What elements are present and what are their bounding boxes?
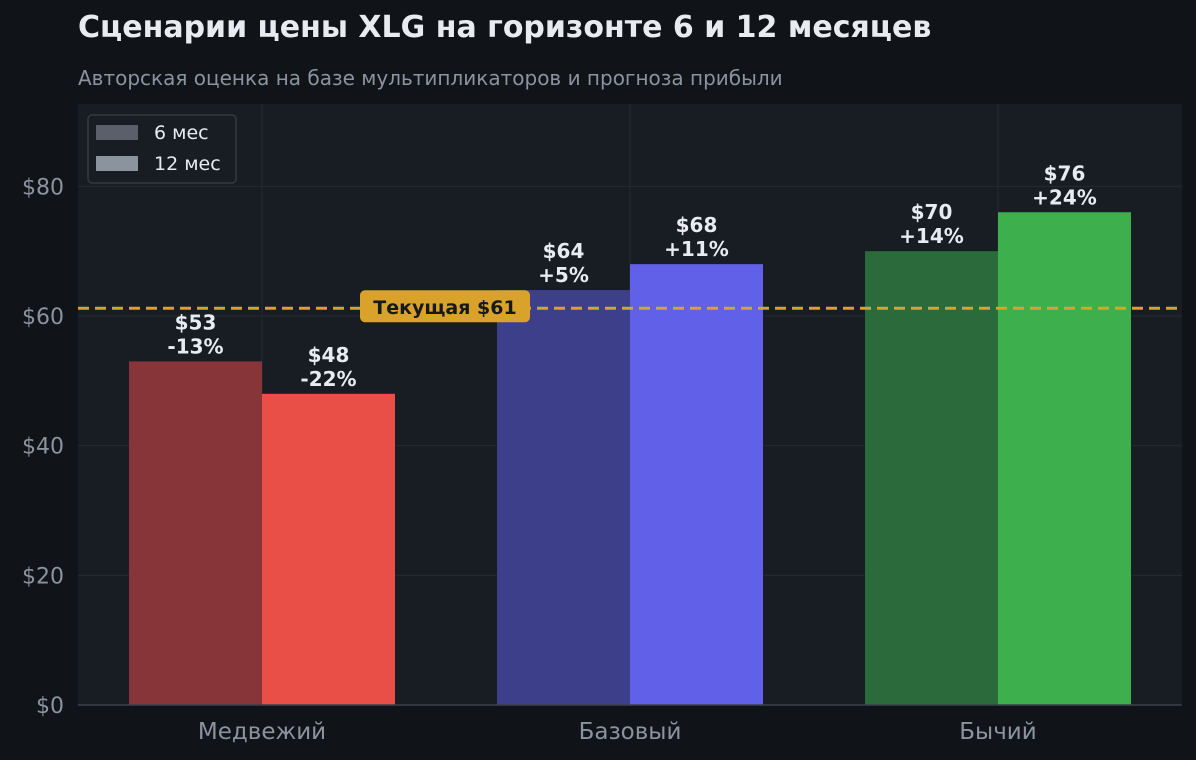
- bar-change-label: -22%: [300, 367, 356, 391]
- y-tick-label: $20: [22, 564, 64, 589]
- bar-change-label: +24%: [1032, 185, 1097, 209]
- legend-swatch: [96, 156, 138, 171]
- bar-change-label: +5%: [538, 263, 589, 287]
- legend-label: 12 мес: [154, 153, 221, 175]
- bar-value-label: $48: [308, 343, 350, 367]
- chart-subtitle: Авторская оценка на базе мультипликаторо…: [78, 66, 783, 90]
- reference-label: Текущая $61: [373, 297, 516, 319]
- bar: [998, 212, 1131, 706]
- bar-value-label: $70: [911, 200, 953, 224]
- legend-swatch: [96, 125, 138, 140]
- bar-value-label: $68: [676, 213, 718, 237]
- bar: [630, 264, 763, 705]
- bar-value-label: $64: [543, 239, 585, 263]
- x-tick-label: Базовый: [579, 719, 682, 745]
- bar-change-label: +14%: [899, 224, 964, 248]
- bar-value-label: $53: [175, 310, 217, 334]
- x-tick-label: Медвежий: [198, 719, 326, 745]
- bar: [865, 251, 998, 705]
- bar-change-label: -13%: [167, 334, 223, 358]
- bar-value-label: $76: [1044, 161, 1086, 185]
- y-tick-label: $60: [22, 305, 64, 330]
- y-tick-label: $0: [36, 694, 64, 719]
- y-tick-label: $80: [22, 175, 64, 200]
- x-tick-label: Бычий: [959, 719, 1036, 745]
- bar: [262, 393, 395, 705]
- reference-label-box: [360, 290, 530, 323]
- chart-title: Сценарии цены XLG на горизонте 6 и 12 ме…: [78, 10, 932, 45]
- bar-change-label: +11%: [664, 237, 729, 261]
- legend-label: 6 мес: [154, 122, 209, 144]
- bar: [129, 361, 262, 705]
- y-tick-label: $40: [22, 435, 64, 460]
- bar: [497, 290, 630, 705]
